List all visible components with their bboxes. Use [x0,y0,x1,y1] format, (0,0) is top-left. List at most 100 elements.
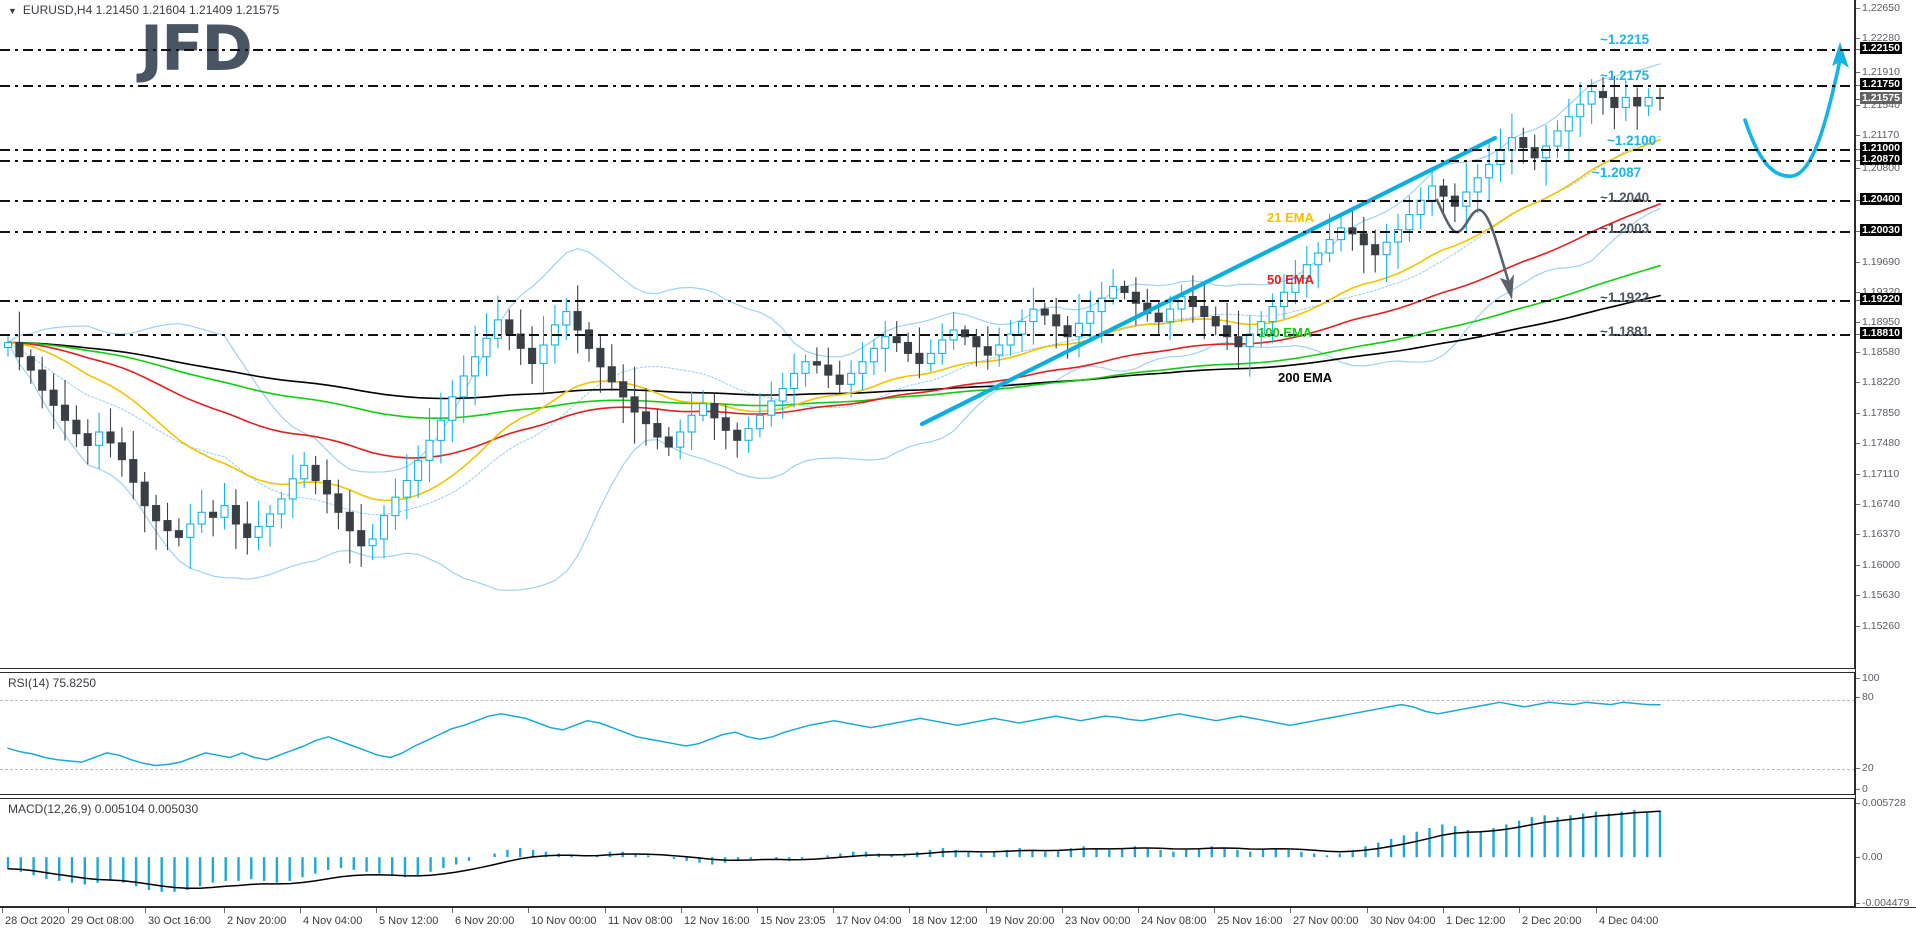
bearish-projection-path [1435,198,1510,282]
tick-mark [1062,908,1063,913]
time-axis[interactable]: 28 Oct 2020 29 Oct 08:00 30 Oct 16:00 2 Nov… [0,907,1916,936]
rsi-panel-title: RSI(14) 75.8250 [8,676,97,690]
time-axis-tick-label: 29 Oct 08:00 [71,915,134,927]
price-plot-area[interactable] [0,0,1854,668]
macd-axis-tick: -0.004479 [1856,897,1916,910]
tick-mark [1856,903,1860,904]
bullish-projection-arrow [1832,42,1849,68]
price-axis-tick-label: 1.18810 [1860,327,1902,339]
tick-mark [1856,38,1860,39]
tick-mark [224,908,225,913]
price-axis-tick-label: 1.17850 [1862,407,1900,419]
tick-mark [1856,168,1860,169]
price-axis-tick: 1.20800 [1856,162,1916,175]
tick-mark [1519,908,1520,913]
time-axis-tick-label: 10 Nov 00:00 [531,915,597,927]
quote-header: ▼ EURUSD,H4 1.21450 1.21604 1.21409 1.215… [8,3,279,17]
rsi-panel[interactable] [0,672,1855,795]
tick-mark [528,908,529,913]
tick-mark [1856,300,1860,301]
macd-axis-tick: 0.00 [1856,851,1916,864]
time-axis-tick-label: 28 Oct 2020 [5,915,65,927]
rsi-axis-tick: 0 [1856,783,1916,796]
tick-mark [1596,908,1597,913]
tick-mark [1138,908,1139,913]
price-axis-tick-label: 1.15260 [1862,620,1900,632]
price-axis-tick: 1.17850 [1856,407,1916,420]
price-axis-tick-label: 1.22650 [1862,2,1900,14]
time-axis-tick-label: 4 Nov 04:00 [303,915,363,927]
macd-axis-tick-label: -0.004479 [1862,897,1910,909]
rsi-axis-tick: 100 [1856,672,1916,685]
price-axis-tick: 1.21000 [1856,142,1916,156]
price-axis-tick-label: 1.17480 [1862,437,1900,449]
tick-mark [1856,135,1860,136]
tick-mark [1856,565,1860,566]
time-axis-tick-label: 30 Nov 04:00 [1370,915,1436,927]
price-axis-tick: 1.18810 [1856,327,1916,341]
tick-mark [1856,678,1860,679]
tick-mark [1856,534,1860,535]
tick-mark [1856,160,1860,161]
price-axis-tick-label: 1.21540 [1862,99,1900,111]
tick-mark [1856,322,1860,323]
price-axis-tick: 1.20870 [1856,153,1916,167]
chevron-down-icon[interactable]: ▼ [8,6,17,16]
time-axis-tick-label: 23 Nov 00:00 [1065,915,1131,927]
time-axis-tick-label: 4 Dec 04:00 [1599,915,1659,927]
time-axis-tick-label: 6 Nov 20:00 [455,915,515,927]
price-axis-tick: 1.17110 [1856,468,1916,481]
price-series-svg [3,42,1849,591]
time-axis-tick-label: 30 Oct 16:00 [148,915,211,927]
tick-mark [1856,595,1860,596]
tick-mark [1856,857,1860,858]
tick-mark [452,908,453,913]
tick-mark [1856,697,1860,698]
price-axis-tick: 1.18220 [1856,376,1916,389]
time-axis-tick-label: 1 Dec 12:00 [1446,915,1506,927]
time-axis-tick-label: 5 Nov 12:00 [379,915,439,927]
jfd-logo-watermark: JFD [140,12,253,85]
price-axis[interactable]: 1.22650 1.22280 1.22150 1.21910 1.21750 1.215… [1855,0,1916,910]
price-axis-tick-label: 1.18950 [1862,316,1900,328]
time-axis-tick-label: 17 Nov 04:00 [836,915,902,927]
time-axis-tick-label: 24 Nov 08:00 [1141,915,1207,927]
price-axis-tick: 1.21750 [1856,78,1916,92]
price-axis-tick-label: 1.21750 [1860,78,1902,90]
time-axis-tick-label: 25 Nov 16:00 [1217,915,1283,927]
price-axis-tick: 1.21575 [1856,92,1916,106]
tick-mark [1856,105,1860,106]
tick-mark [1290,908,1291,913]
price-axis-tick: 1.19220 [1856,293,1916,307]
price-axis-tick: 1.21540 [1856,99,1916,112]
price-axis-tick: 1.19690 [1856,256,1916,269]
tick-mark [1856,413,1860,414]
tick-mark [145,908,146,913]
time-axis-tick-label: 18 Nov 12:00 [912,915,978,927]
price-axis-tick: 1.18580 [1856,346,1916,359]
tick-mark [1856,8,1860,9]
tick-mark [1856,49,1860,50]
macd-axis-tick-label: 0.005728 [1862,797,1906,809]
price-axis-tick-label: 1.16370 [1862,528,1900,540]
macd-panel[interactable] [0,798,1855,907]
price-axis-tick-label: 1.21170 [1862,129,1900,141]
tick-mark [1856,504,1860,505]
uptrend-line [919,135,1498,427]
price-axis-tick-label: 1.21910 [1862,66,1900,78]
tick-mark [1856,334,1860,335]
rsi-axis-tick: 20 [1856,762,1916,775]
time-axis-tick-label: 2 Dec 20:00 [1522,915,1582,927]
rsi-axis-tick-label: 20 [1862,762,1874,774]
price-axis-tick-label: 1.19690 [1862,256,1900,268]
price-axis-tick-label: 1.22280 [1862,32,1900,44]
macd-axis-tick: 0.005728 [1856,797,1916,810]
tick-mark [1214,908,1215,913]
tick-mark [1367,908,1368,913]
price-axis-tick-label: 1.20030 [1860,224,1902,236]
price-chart-panel[interactable]: JFD [0,0,1855,669]
price-axis-tick: 1.22650 [1856,2,1916,15]
tick-mark [1856,200,1860,201]
time-axis-tick-label: 12 Nov 16:00 [684,915,750,927]
price-axis-tick: 1.15630 [1856,589,1916,602]
